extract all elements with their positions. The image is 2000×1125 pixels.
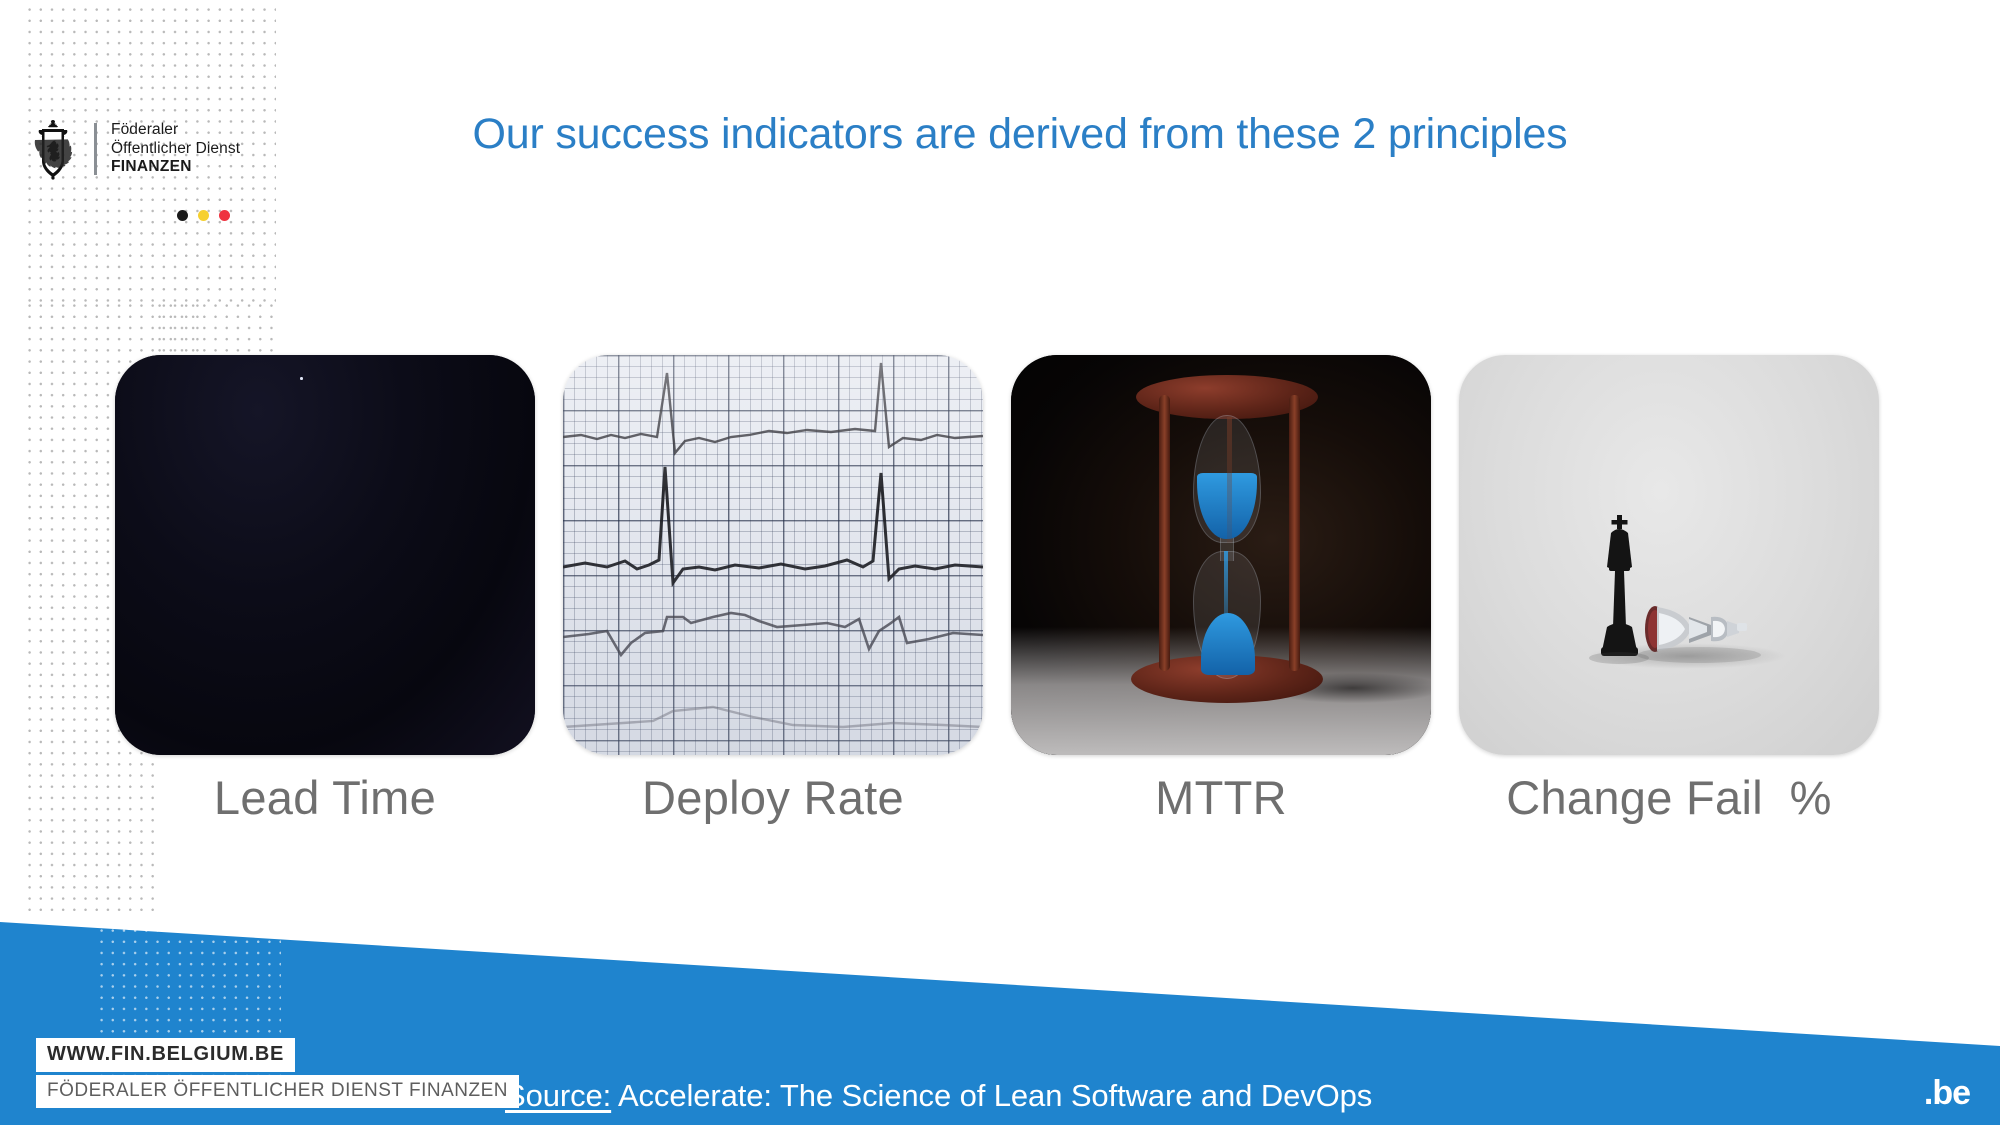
caption-deploy-rate: Deploy Rate (642, 771, 904, 824)
indicator-card-row: Lead Time Deploy Rate (115, 355, 1895, 824)
indicator-card-deploy-rate[interactable]: Deploy Rate (563, 355, 983, 824)
footer-band (0, 900, 2000, 1125)
dot-red-icon (219, 210, 230, 221)
ecg-image (563, 355, 983, 755)
hourglass-art (1011, 355, 1431, 755)
hourglass-image (1011, 355, 1431, 755)
chess-art (1459, 355, 1879, 755)
indicator-card-mttr[interactable]: MTTR (1011, 355, 1431, 824)
be-domain-logo: .be (1923, 1074, 1971, 1112)
source-credit: Source: Accelerate: The Science of Lean … (505, 1078, 1372, 1114)
logo-line-3: FINANZEN (111, 158, 192, 176)
logo-line-2: Öffentlicher Dienst (111, 139, 241, 157)
indicator-card-lead-time[interactable]: Lead Time (115, 355, 535, 824)
logo-text-block: Föderaler Öffentlicher Dienst FINANZEN (111, 121, 240, 178)
footer-address-block: WWW.FIN.BELGIUM.BE FÖDERALER ÖFFENTLICHE… (36, 1038, 519, 1108)
footer-website[interactable]: WWW.FIN.BELGIUM.BE (36, 1038, 296, 1072)
logo-line-1: Föderaler (111, 120, 179, 138)
star-trails-image (115, 355, 535, 755)
ecg-grid-large (563, 355, 983, 755)
star-trails-art (115, 355, 535, 755)
chess-image (1459, 355, 1879, 755)
caption-change-fail: Change Fail % (1506, 771, 1832, 824)
ecg-art (563, 355, 983, 755)
indicator-card-change-fail[interactable]: Change Fail % (1459, 355, 1879, 824)
dot-yellow-icon (198, 210, 209, 221)
dot-black-icon (177, 210, 188, 221)
dot-pattern-mid (24, 300, 199, 356)
slide-title: Our success indicators are derived from … (472, 110, 1568, 158)
footer-shape (0, 922, 2000, 1125)
logo-divider (94, 123, 97, 175)
ecg-lighting (563, 355, 983, 755)
ecg-traces (563, 362, 983, 729)
coat-of-arms-icon (34, 120, 73, 180)
chess-pieces (1589, 515, 1761, 664)
source-text: Accelerate: The Science of Lean Software… (611, 1078, 1373, 1113)
organization-logo: Föderaler Öffentlicher Dienst FINANZEN (26, 118, 240, 180)
footer-department: FÖDERALER ÖFFENTLICHER DIENST FINANZEN (36, 1075, 519, 1108)
source-label: Source: (505, 1078, 612, 1113)
caption-lead-time: Lead Time (213, 771, 437, 824)
caption-mttr: MTTR (1155, 771, 1287, 824)
belgian-flag-dots (177, 210, 230, 221)
